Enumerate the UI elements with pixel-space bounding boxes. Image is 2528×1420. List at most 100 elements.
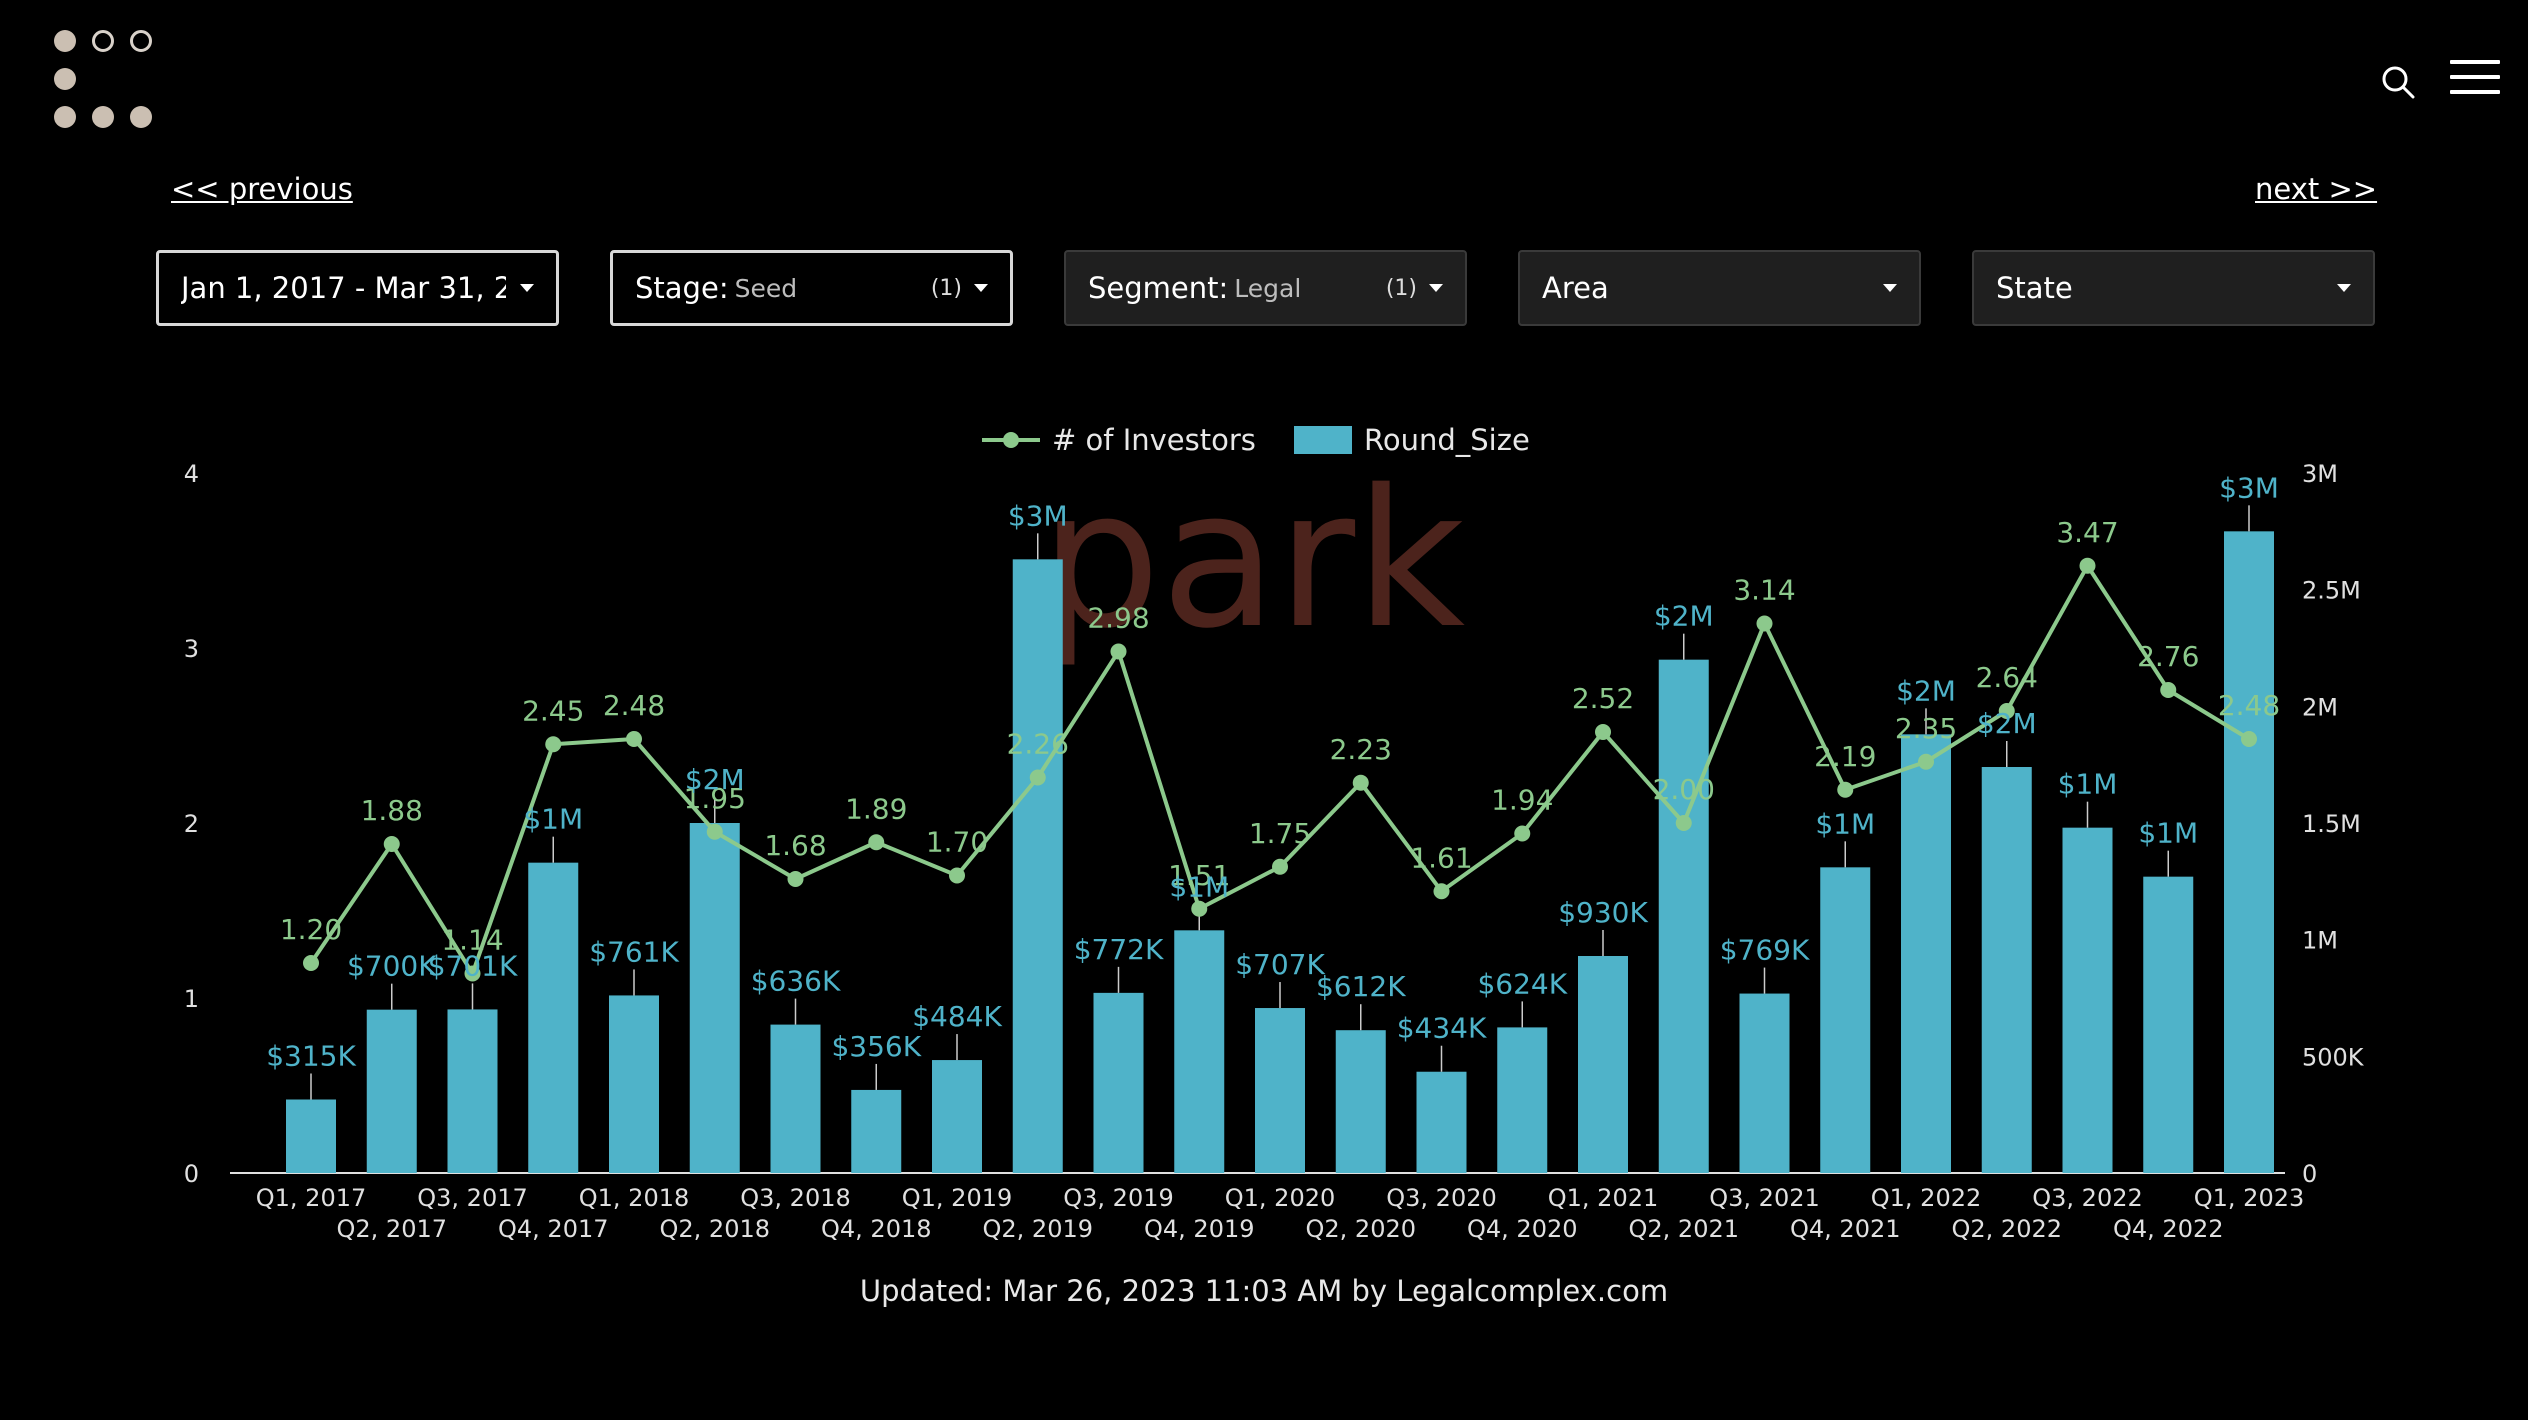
next-link[interactable]: next >> [2255, 172, 2378, 206]
investors-data-label: 2.64 [1976, 661, 2038, 694]
bar [1012, 559, 1063, 1173]
bar [1981, 767, 2032, 1173]
segment-filter-label: Segment [1088, 271, 1219, 305]
bar-data-label: $3M [2219, 471, 2279, 504]
investors-data-label: 2.26 [1007, 728, 1069, 761]
investors-point [1837, 781, 1854, 798]
bar [1739, 993, 1790, 1173]
x-tick-label: Q3, 2018 [740, 1184, 851, 1212]
bar-data-label: $772K [1074, 933, 1164, 966]
stage-filter[interactable]: Stage: Seed (1) [610, 250, 1013, 326]
y-right-tick-label: 500K [2302, 1043, 2365, 1071]
investors-point [1029, 769, 1046, 786]
investors-point [2079, 557, 2096, 574]
investors-data-label: 1.94 [1491, 784, 1553, 817]
x-tick-label: Q1, 2019 [902, 1184, 1013, 1212]
investors-data-label: 1.95 [684, 782, 746, 815]
x-tick-label: Q1, 2021 [1548, 1184, 1659, 1212]
chevron-down-icon [1429, 284, 1443, 292]
segment-filter-value: Legal [1234, 273, 1302, 303]
bar [1901, 734, 1951, 1173]
chevron-down-icon [974, 284, 988, 292]
x-tick-label: Q3, 2022 [2032, 1184, 2143, 1212]
y-left-tick-label: 2 [184, 810, 199, 838]
bar-data-label: $612K [1316, 970, 1406, 1003]
segment-filter[interactable]: Segment: Legal (1) [1064, 250, 1467, 326]
x-tick-label: Q3, 2017 [417, 1184, 528, 1212]
investors-data-label: 1.89 [845, 792, 907, 825]
investors-point [706, 823, 723, 840]
investors-point [787, 871, 804, 887]
bar-data-label: $707K [1235, 948, 1325, 981]
search-icon[interactable] [2378, 62, 2418, 102]
x-tick-label: Q2, 2021 [1629, 1215, 1740, 1243]
investors-data-label: 3.14 [1733, 574, 1795, 607]
area-filter-label: Area [1542, 271, 1609, 305]
investors-point [1918, 753, 1934, 770]
investors-point [1595, 724, 1611, 740]
bar-data-label: $2M [1977, 707, 2037, 740]
x-tick-label: Q2, 2019 [983, 1215, 1094, 1243]
investors-data-label: 1.51 [1168, 859, 1230, 892]
investors-data-label: 1.70 [926, 826, 988, 859]
bar-data-label: $2M [1654, 600, 1714, 633]
investors-point [949, 867, 965, 884]
bar-data-label: $315K [266, 1040, 356, 1073]
investors-point [1756, 615, 1773, 632]
x-tick-label: Q2, 2017 [337, 1215, 448, 1243]
hamburger-menu-icon[interactable] [2450, 60, 2500, 98]
x-tick-label: Q1, 2020 [1225, 1184, 1336, 1212]
y-right-tick-label: 1.5M [2302, 810, 2361, 838]
bar-data-label: $356K [831, 1030, 921, 1063]
y-left-tick-label: 1 [184, 985, 199, 1013]
chevron-down-icon [2337, 284, 2351, 292]
area-filter[interactable]: Area [1518, 250, 1921, 326]
investors-data-label: 2.48 [2218, 689, 2280, 722]
x-tick-label: Q4, 2019 [1144, 1215, 1255, 1243]
bar-data-label: $2M [1896, 674, 1956, 707]
bar-data-label: $700K [347, 950, 437, 983]
bar-data-label: $1M [523, 803, 583, 836]
bar-data-label: $2M [685, 763, 745, 796]
x-tick-label: Q4, 2021 [1790, 1215, 1901, 1243]
x-tick-label: Q3, 2020 [1386, 1184, 1497, 1212]
chevron-down-icon [1883, 284, 1897, 292]
previous-link[interactable]: << previous [171, 172, 353, 206]
x-tick-label: Q4, 2017 [498, 1215, 609, 1243]
bar [851, 1089, 902, 1173]
x-tick-label: Q4, 2018 [821, 1215, 932, 1243]
investors-data-label: 2.52 [1572, 682, 1634, 715]
legend-investors-label: # of Investors [1052, 423, 1256, 457]
investors-data-label: 2.00 [1653, 773, 1715, 806]
bar-data-label: $1M [1169, 870, 1229, 903]
x-tick-label: Q2, 2020 [1306, 1215, 1417, 1243]
bar [1578, 956, 1628, 1173]
y-right-tick-label: 2.5M [2302, 577, 2361, 605]
investors-data-label: 2.35 [1895, 712, 1957, 745]
investors-data-label: 1.88 [361, 794, 423, 827]
y-left-tick-label: 0 [184, 1160, 199, 1188]
watermark-text: park [1040, 449, 1465, 670]
x-tick-label: Q4, 2022 [2113, 1215, 2224, 1243]
bar [1497, 1027, 1548, 1173]
bar-data-label: $3M [1008, 499, 1068, 532]
state-filter[interactable]: State [1972, 250, 2375, 326]
investors-point [1675, 815, 1692, 831]
investors-data-label: 2.45 [522, 694, 584, 727]
updated-footer: Updated: Mar 26, 2023 11:03 AM by Legalc… [859, 1274, 1669, 1308]
investors-point [2160, 682, 2177, 698]
bar [1093, 992, 1144, 1173]
stage-filter-count: (1) [930, 275, 962, 301]
investors-point [1514, 825, 1531, 842]
y-left-tick-label: 4 [184, 460, 199, 488]
investors-point [2241, 731, 2257, 747]
investors-point [1191, 900, 1208, 917]
app-logo[interactable] [50, 26, 160, 136]
x-tick-label: Q3, 2021 [1709, 1184, 1820, 1212]
investors-point [1352, 774, 1369, 791]
bar-data-label: $484K [912, 1000, 1002, 1033]
legend-line-marker [1003, 432, 1019, 448]
date-range-filter[interactable]: Jan 1, 2017 - Mar 31, 202 [156, 250, 559, 326]
x-tick-label: Q1, 2017 [256, 1184, 367, 1212]
bar [609, 995, 659, 1173]
